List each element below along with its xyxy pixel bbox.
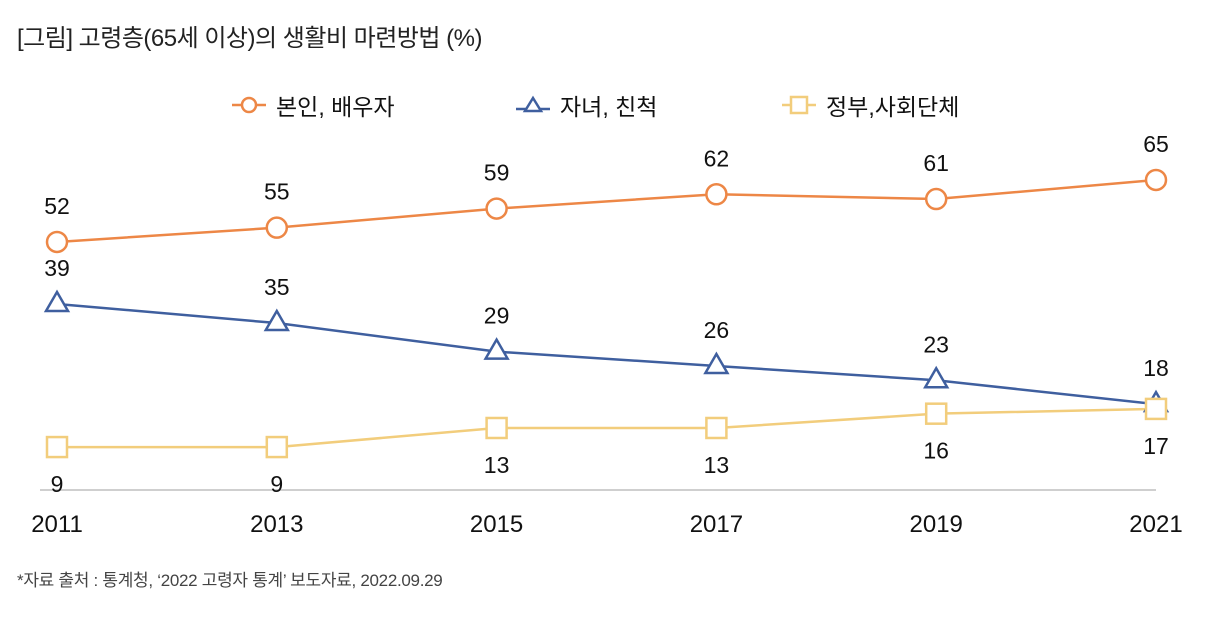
x-tick-label: 2017	[690, 511, 743, 538]
triangle-marker	[923, 365, 950, 389]
data-label: 9	[270, 471, 283, 497]
legend-item-children-relatives: 자녀, 친척	[516, 88, 657, 122]
triangle-marker-icon	[516, 95, 550, 113]
data-label: 35	[264, 274, 290, 300]
data-label: 13	[704, 452, 730, 478]
series-line-2	[56, 302, 1157, 406]
data-label: 55	[264, 179, 290, 205]
square-marker-icon	[782, 95, 816, 115]
square-marker	[1144, 397, 1168, 421]
data-label: 52	[44, 193, 70, 219]
circle-marker	[705, 183, 728, 206]
series-line-1	[56, 178, 1157, 244]
chart-title: [그림] 고령층(65세 이상)의 생활비 마련방법 (%)	[17, 25, 482, 52]
data-label: 18	[1143, 355, 1169, 381]
data-label: 39	[44, 255, 70, 281]
circle-marker-icon	[232, 96, 266, 114]
triangle-marker	[43, 289, 71, 313]
square-marker	[924, 402, 948, 425]
x-tick-label: 2013	[250, 511, 303, 538]
square-marker	[45, 435, 69, 459]
circle-marker	[924, 187, 948, 211]
legend: 본인, 배우자 자녀, 친척 정부,사회단체	[0, 88, 1222, 124]
circle-marker	[265, 216, 289, 239]
circle-marker	[485, 197, 508, 220]
source-note: *자료 출처 : 통계청, ‘2022 고령자 통계’ 보도자료, 2022.0…	[17, 571, 443, 590]
data-label: 65	[1143, 131, 1169, 157]
triangle-marker	[703, 351, 730, 375]
legend-label: 본인, 배우자	[276, 94, 395, 120]
data-label: 59	[484, 160, 510, 186]
data-label: 26	[704, 317, 730, 343]
square-marker	[485, 416, 508, 440]
data-label: 17	[1143, 433, 1169, 459]
x-tick-label: 2021	[1129, 511, 1182, 538]
legend-label: 정부,사회단체	[826, 94, 960, 120]
data-label: 13	[484, 452, 510, 478]
legend-label: 자녀, 친척	[560, 94, 658, 120]
data-label: 23	[923, 331, 949, 357]
data-label: 9	[51, 471, 64, 497]
circle-marker	[1144, 168, 1168, 192]
data-label: 16	[923, 438, 949, 464]
square-marker	[265, 435, 289, 459]
x-tick-label: 2019	[910, 511, 963, 538]
triangle-marker	[263, 308, 290, 332]
square-marker	[705, 416, 728, 440]
series-line-3	[57, 407, 1157, 449]
legend-item-self-spouse: 본인, 배우자	[232, 88, 395, 122]
x-tick-label: 2011	[31, 511, 83, 538]
x-tick-label: 2015	[470, 511, 523, 538]
legend-item-government-social: 정부,사회단체	[782, 88, 959, 122]
triangle-marker	[483, 337, 510, 360]
circle-marker	[45, 230, 69, 254]
data-label: 29	[484, 303, 510, 329]
data-label: 62	[704, 145, 730, 171]
data-label: 61	[923, 150, 949, 176]
